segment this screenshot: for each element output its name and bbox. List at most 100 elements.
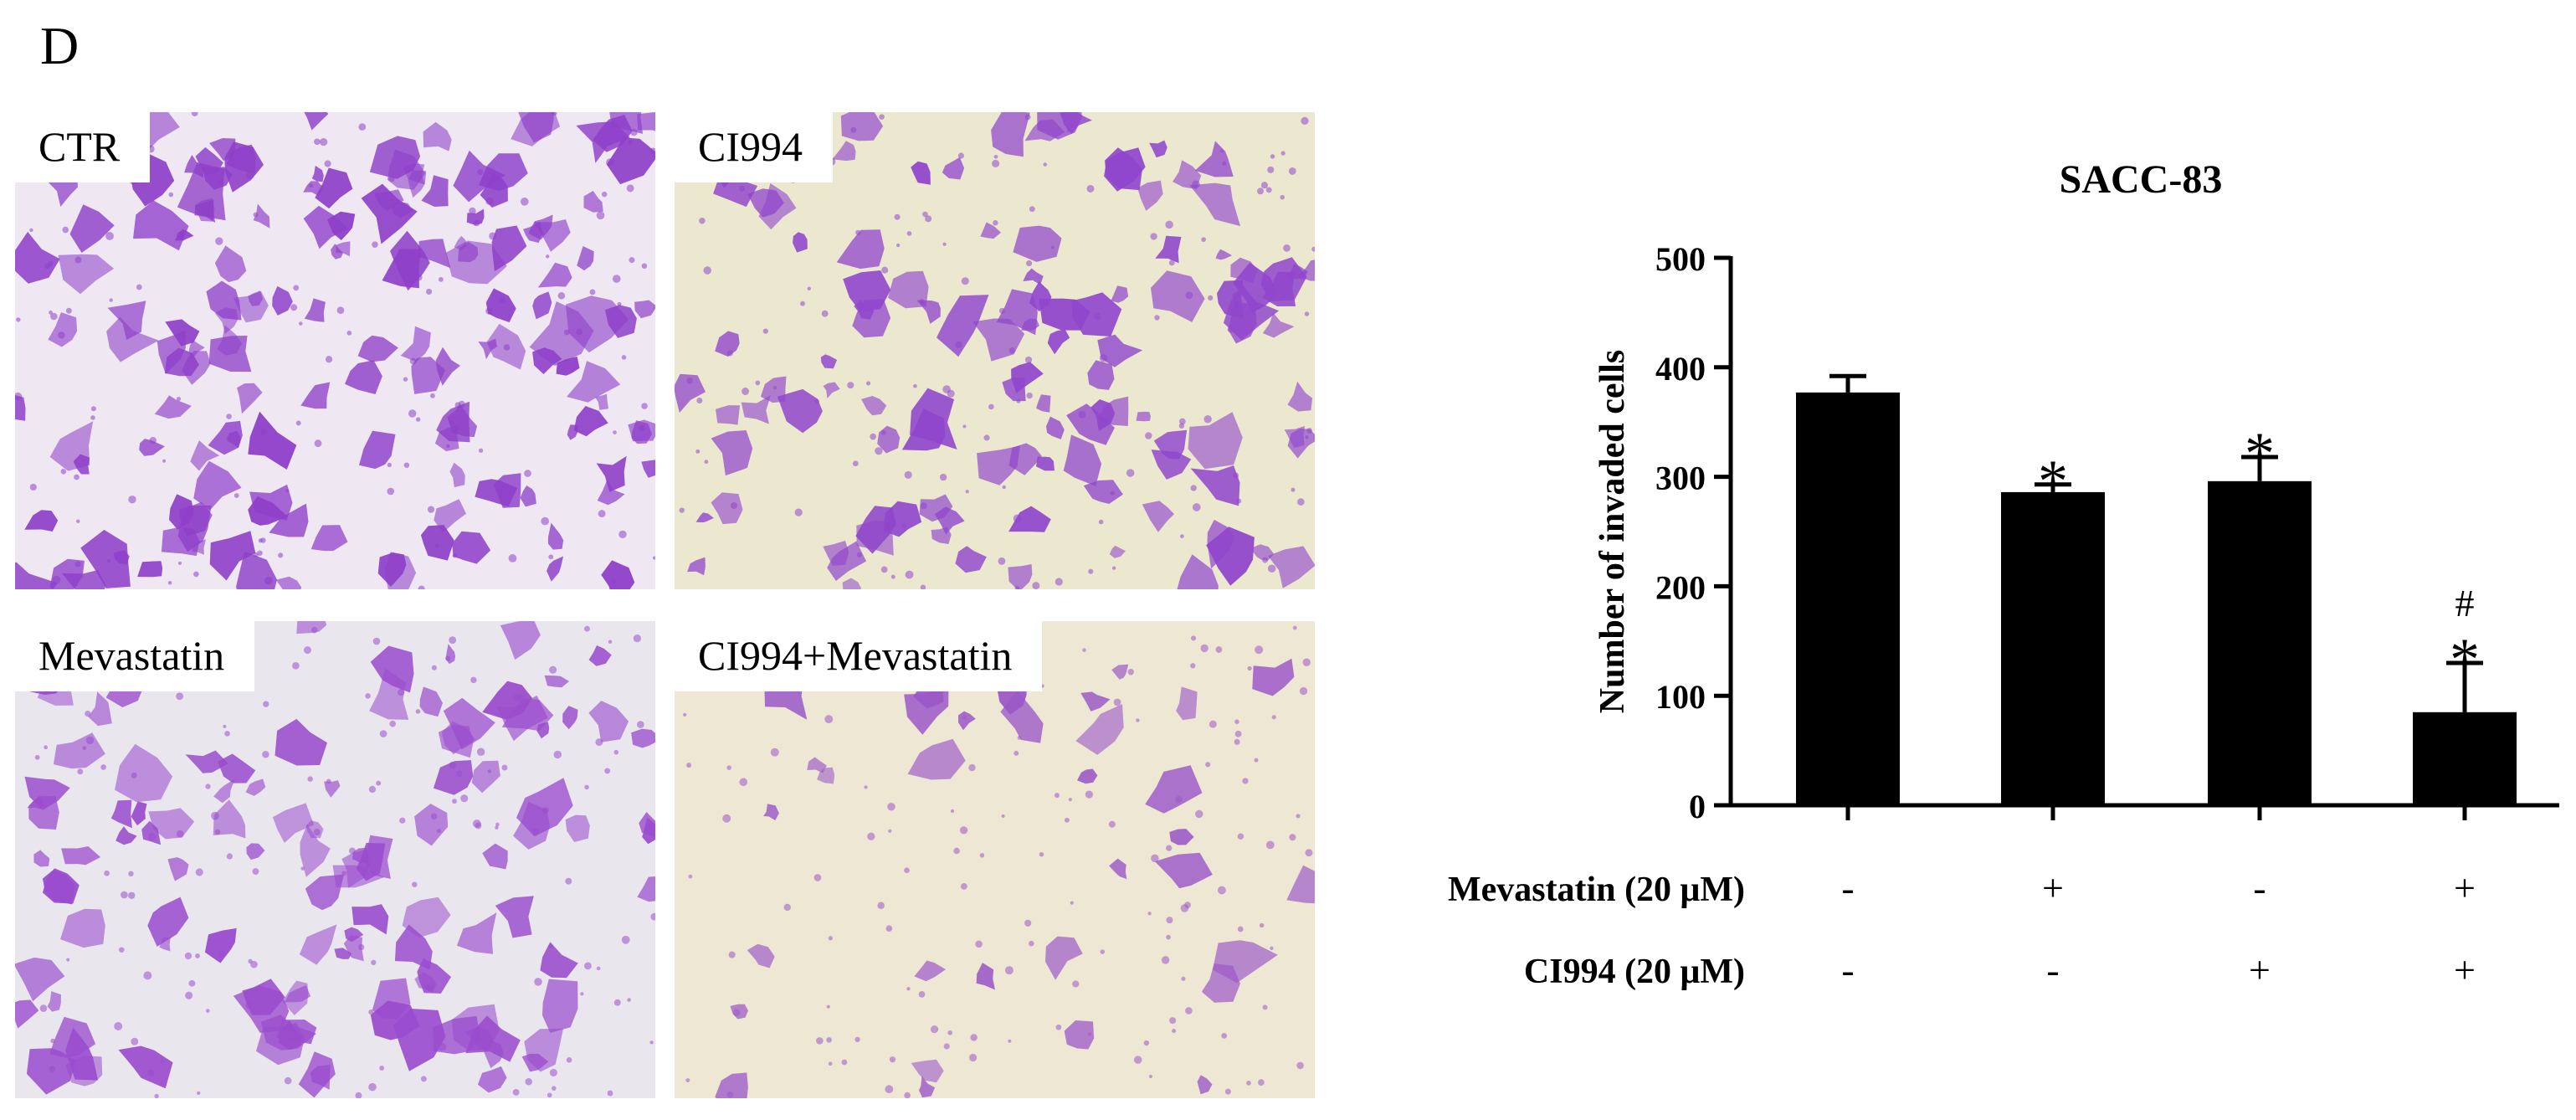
stained-cell xyxy=(352,904,389,935)
pore-dot xyxy=(1200,644,1208,653)
stained-cell xyxy=(453,150,505,203)
pore-dot xyxy=(993,154,998,159)
stained-cell xyxy=(955,546,987,573)
stained-cell xyxy=(303,205,349,249)
pore-dot xyxy=(596,211,605,220)
pore-dot xyxy=(131,1037,139,1046)
pore-dot xyxy=(885,1085,894,1094)
pore-dot xyxy=(325,356,333,363)
stained-cell xyxy=(154,395,192,419)
pore-dot xyxy=(1181,976,1186,981)
pore-dot xyxy=(741,388,750,395)
pore-dot xyxy=(641,263,648,270)
pore-dot xyxy=(262,750,269,758)
stained-cell xyxy=(482,681,533,720)
significance-mark: # xyxy=(2455,582,2475,624)
pore-dot xyxy=(215,237,223,245)
pore-dot xyxy=(613,999,621,1006)
stained-cell xyxy=(533,219,571,252)
pore-dot xyxy=(1311,246,1315,252)
stained-cell xyxy=(972,318,1025,362)
pore-dot xyxy=(879,114,885,120)
stained-cell xyxy=(565,814,590,842)
stained-cell xyxy=(910,388,957,450)
pore-dot xyxy=(121,891,128,899)
pore-dot xyxy=(368,785,377,794)
stained-cell xyxy=(793,232,808,253)
stained-cell xyxy=(433,760,474,795)
pore-dot xyxy=(541,516,550,526)
pore-dot xyxy=(1154,315,1160,321)
micrograph-mevastatin: Mevastatin xyxy=(15,621,655,1098)
stained-cell xyxy=(26,1048,76,1095)
stained-cell xyxy=(213,778,235,804)
stained-cell xyxy=(456,912,497,954)
treatment-row-label: CI994 (20 μM) xyxy=(1524,953,1745,991)
stained-cell xyxy=(715,1072,748,1098)
stained-cell xyxy=(80,529,131,588)
significance-mark: * xyxy=(2245,420,2275,487)
pore-dot xyxy=(379,1066,385,1071)
pore-dot xyxy=(641,403,648,409)
pore-dot xyxy=(324,160,331,167)
pore-dot xyxy=(957,152,964,159)
stained-cell xyxy=(167,857,189,881)
pore-dot xyxy=(50,312,58,321)
pore-dot xyxy=(524,470,531,477)
pore-dot xyxy=(794,508,803,516)
pore-dot xyxy=(722,814,731,823)
pore-dot xyxy=(621,935,630,944)
pore-dot xyxy=(962,424,967,429)
stained-cell xyxy=(1111,664,1129,680)
pore-dot xyxy=(679,507,685,513)
stained-cell xyxy=(175,229,194,241)
pore-dot xyxy=(412,881,418,887)
stained-cell xyxy=(15,999,39,1029)
stained-cell xyxy=(583,191,603,213)
pore-dot xyxy=(478,448,484,453)
stained-cell xyxy=(861,396,887,416)
stained-cell xyxy=(1286,865,1315,904)
pore-dot xyxy=(545,254,550,259)
stained-cell xyxy=(606,137,655,185)
pore-dot xyxy=(1068,798,1072,802)
pore-dot xyxy=(1165,220,1173,229)
pore-dot xyxy=(85,711,91,717)
micrograph-image xyxy=(675,621,1315,1098)
pore-dot xyxy=(1064,817,1070,823)
stained-cell xyxy=(1188,412,1243,470)
pore-dot xyxy=(1288,167,1296,175)
stained-cell xyxy=(634,300,655,319)
stained-cell xyxy=(777,388,823,434)
pore-dot xyxy=(1270,154,1275,159)
stained-cell xyxy=(1013,225,1062,262)
pore-dot xyxy=(906,987,911,991)
pore-dot xyxy=(1205,762,1211,768)
stained-cell xyxy=(106,316,159,362)
pore-dot xyxy=(904,470,912,479)
stained-cell xyxy=(1036,456,1055,471)
pore-dot xyxy=(501,764,508,771)
stained-cell xyxy=(1223,284,1280,341)
stained-cell xyxy=(69,204,115,253)
stained-cell xyxy=(400,326,431,362)
treatment-sign: + xyxy=(2249,948,2271,991)
stained-cell xyxy=(711,430,753,476)
pore-dot xyxy=(1026,392,1033,399)
pore-dot xyxy=(65,307,72,314)
pore-dot xyxy=(1201,237,1206,243)
pore-dot xyxy=(197,1091,201,1096)
pore-dot xyxy=(1098,519,1104,525)
stained-cell xyxy=(131,801,147,826)
pore-dot xyxy=(584,784,589,790)
pore-dot xyxy=(695,449,700,454)
stained-cell xyxy=(1021,318,1039,331)
stained-cell xyxy=(491,225,527,272)
stained-cell xyxy=(275,718,327,766)
pore-dot xyxy=(1280,151,1285,156)
pore-dot xyxy=(1108,820,1116,828)
pore-dot xyxy=(1242,778,1249,784)
stained-cell xyxy=(165,347,199,377)
pore-dot xyxy=(699,217,706,224)
pore-dot xyxy=(429,393,435,398)
